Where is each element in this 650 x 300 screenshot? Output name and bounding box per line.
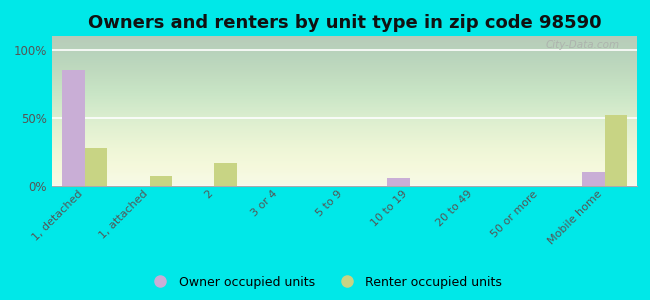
Bar [214,163,237,186]
Bar [604,115,627,186]
Legend: Owner occupied units, Renter occupied units: Owner occupied units, Renter occupied un… [143,271,507,294]
Bar [150,176,172,186]
Bar [387,178,410,186]
Bar [582,172,604,186]
Bar [62,70,84,186]
Bar [84,148,107,186]
Text: City-Data.com: City-Data.com [545,40,619,50]
Title: Owners and renters by unit type in zip code 98590: Owners and renters by unit type in zip c… [88,14,601,32]
